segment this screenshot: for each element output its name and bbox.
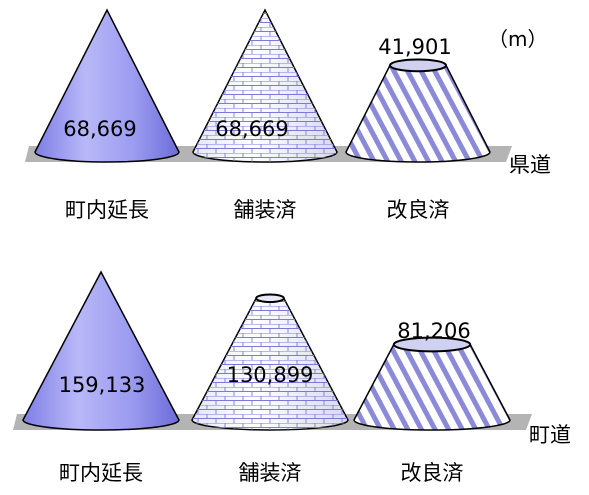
cone-mark-2 [345,64,491,163]
value-label: 159,133 [59,373,146,397]
cone-mark-0 [22,270,180,431]
category-label: 舗装済 [239,461,302,485]
category-label: 町内延長 [59,461,143,485]
value-label: 130,899 [227,363,314,387]
chart-row-1: 159,133 町内延長 130,899 舗装済 81,206 改良済 町道 [13,270,571,485]
value-label: 81,206 [397,319,470,343]
cone-top-cap [388,58,448,73]
cone-mark-2 [353,343,511,431]
cone-brick-texture [192,298,348,430]
category-label: 町内延長 [65,198,149,222]
unit-label-group: （m） [488,27,547,51]
cone-top-cap [255,293,285,304]
cone-brick-texture [193,10,337,162]
category-label: 改良済 [387,198,450,222]
value-label: 68,669 [63,117,136,141]
chart-row-0: 68,669 町内延長 68,669 舗装済 41,901 改良済 県道 [25,8,551,222]
unit-label: （m） [488,27,547,51]
cone-mark-0 [34,8,180,163]
cone-top-cap [392,336,472,353]
category-label: 改良済 [401,461,464,485]
row-label: 県道 [509,153,551,177]
category-label: 舗装済 [234,198,297,222]
row-label: 町道 [529,423,571,447]
value-label: 68,669 [215,117,288,141]
value-label: 41,901 [378,35,451,59]
